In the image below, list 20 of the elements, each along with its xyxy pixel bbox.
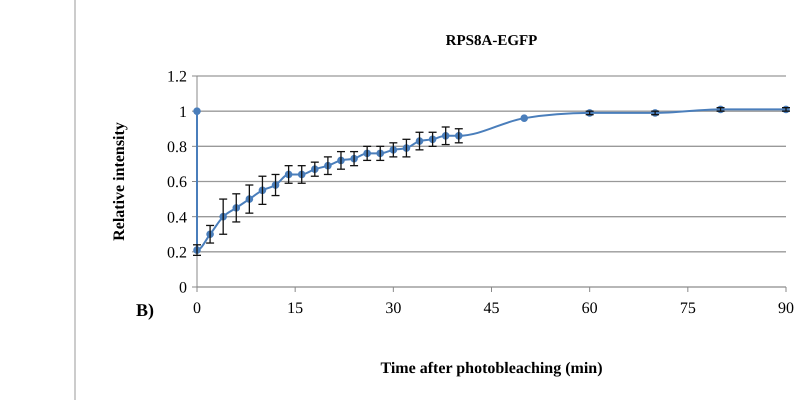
x-axis-title: Time after photobleaching (min) [380,360,603,377]
y-tick-label: 0 [179,280,187,297]
y-tick-label: 0.6 [167,174,187,192]
x-tick-label: 45 [484,300,500,317]
chart-title: RPS8A-EGFP [446,33,538,49]
x-tick-label: 75 [680,300,696,317]
y-tick-label: 0.4 [167,209,187,226]
x-tick-label: 0 [193,300,201,317]
y-tick-label: 0.8 [167,138,187,156]
y-tick-label: 0.2 [167,244,187,262]
x-tick-label: 60 [582,300,598,317]
point [520,114,528,122]
y-tick-label: 1.2 [167,68,187,86]
text: B) [136,300,154,320]
y-axis-title: Relative intensity [111,122,128,241]
x-tick-label: 90 [778,300,794,317]
y-tick-label: 1 [179,104,187,121]
point [193,107,201,115]
x-tick-label: 15 [287,300,304,317]
x-tick-label: 30 [385,300,402,317]
